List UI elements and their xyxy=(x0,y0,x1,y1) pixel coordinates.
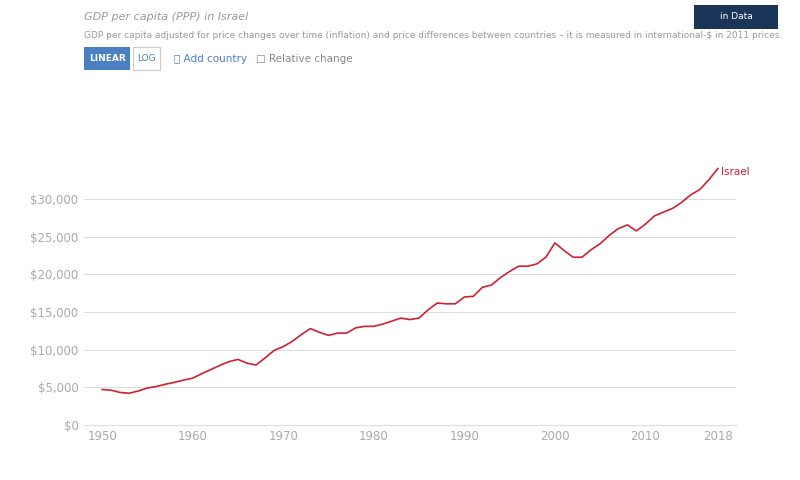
Text: Israel: Israel xyxy=(721,167,750,177)
Text: in Data: in Data xyxy=(720,12,753,21)
Text: LINEAR: LINEAR xyxy=(89,54,126,62)
Text: ➕ Add country: ➕ Add country xyxy=(174,54,246,63)
Text: □ Relative change: □ Relative change xyxy=(256,54,353,63)
Text: LOG: LOG xyxy=(137,54,156,62)
Text: GDP per capita adjusted for price changes over time (inflation) and price differ: GDP per capita adjusted for price change… xyxy=(84,31,782,40)
Text: GDP per capita (PPP) in Israel: GDP per capita (PPP) in Israel xyxy=(84,12,248,22)
